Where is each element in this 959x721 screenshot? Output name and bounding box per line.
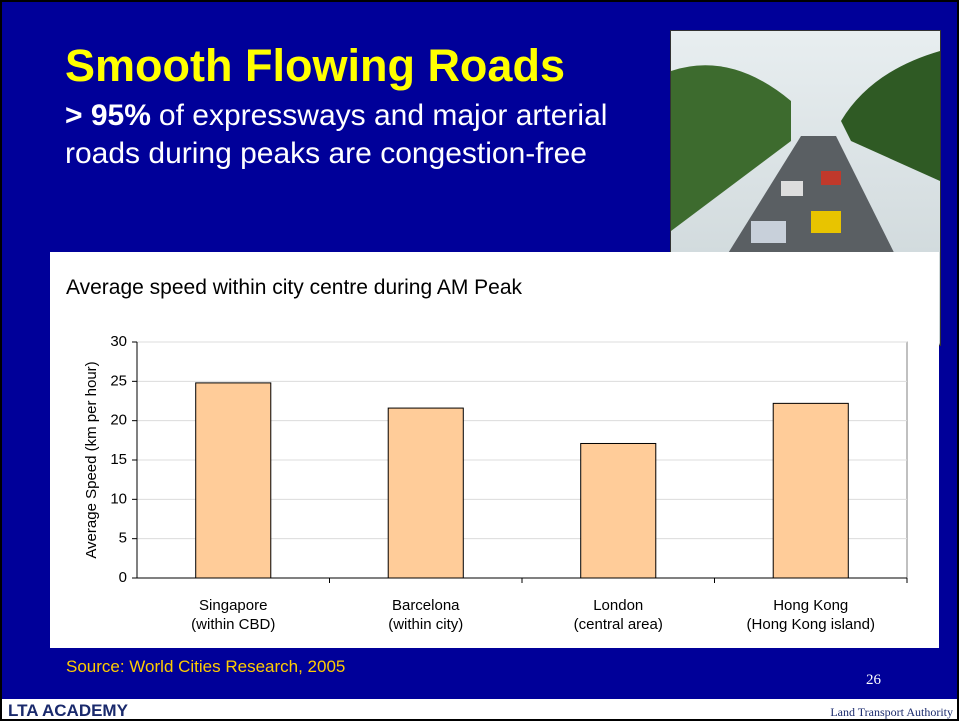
logo-right: Land Transport Authority	[830, 705, 953, 720]
bar	[388, 408, 463, 578]
y-tick-label: 30	[110, 333, 127, 350]
x-tick-label: Barcelona (within city)	[331, 596, 521, 634]
bar	[196, 383, 271, 578]
y-tick-label: 0	[119, 569, 127, 586]
x-tick-label: Hong Kong (Hong Kong island)	[716, 596, 906, 634]
footer-bar	[2, 699, 959, 721]
x-tick-label: London (central area)	[523, 596, 713, 634]
logo-left: LTA ACADEMY	[8, 701, 128, 721]
y-tick-label: 5	[119, 530, 127, 547]
y-axis-label: Average Speed (km per hour)	[83, 361, 100, 558]
source: Source: World Cities Research, 2005	[66, 657, 345, 677]
y-tick-label: 10	[110, 490, 127, 507]
x-tick-label: Singapore (within CBD)	[138, 596, 328, 634]
y-tick-label: 25	[110, 372, 127, 389]
slide: Smooth Flowing Roads > 95%of expressways…	[0, 0, 959, 721]
bar	[581, 443, 656, 578]
y-tick-label: 20	[110, 412, 127, 429]
page-number: 26	[866, 672, 881, 689]
y-tick-label: 15	[110, 451, 127, 468]
bar	[773, 403, 848, 578]
